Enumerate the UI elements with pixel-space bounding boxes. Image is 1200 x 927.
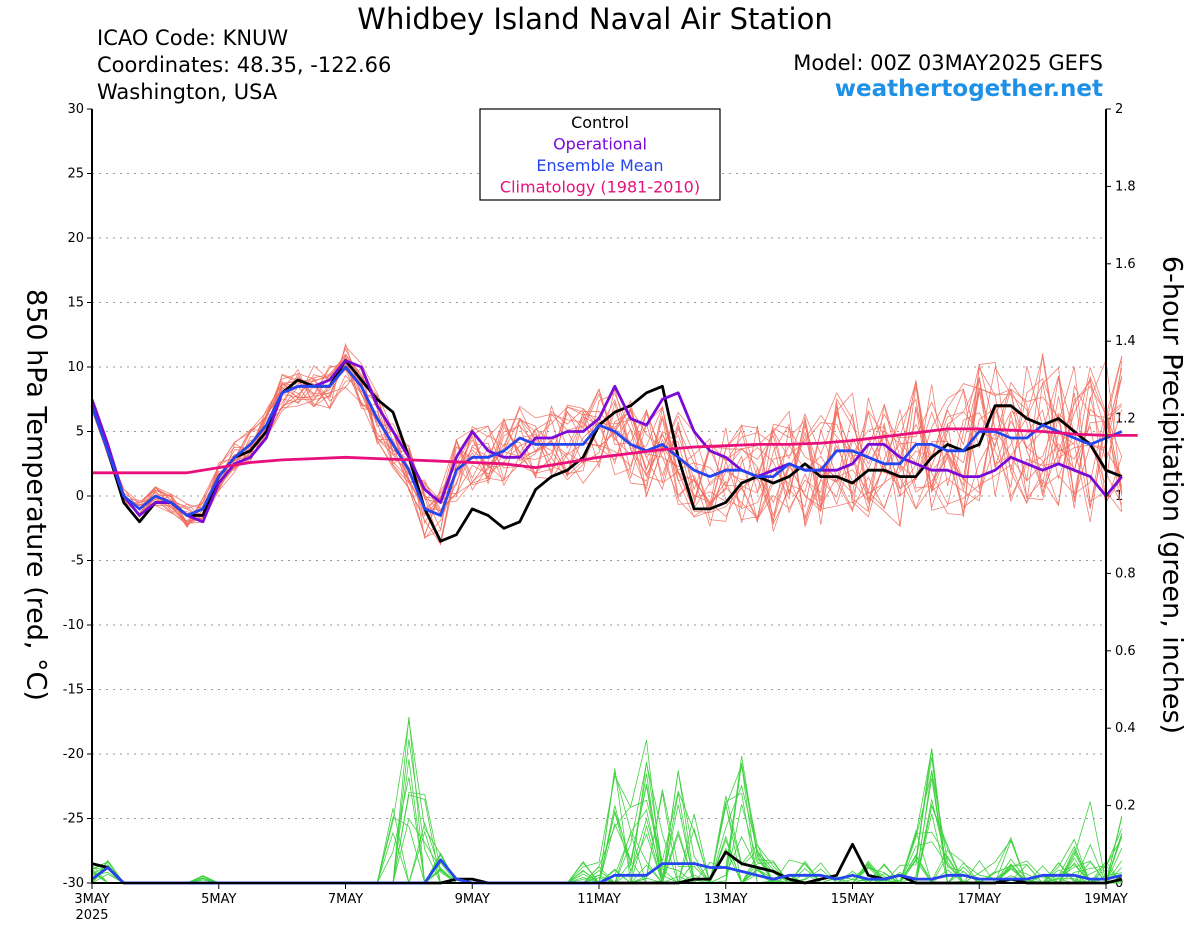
x-tick-label: 9MAY	[455, 892, 490, 907]
operational-temp-line	[90, 359, 1123, 524]
control-temp-line	[90, 359, 1123, 543]
y-tick-label: 20	[67, 231, 84, 246]
legend-entry: Climatology (1981-2010)	[500, 178, 700, 197]
legend-entry: Ensemble Mean	[536, 156, 663, 175]
legend: Control Operational Ensemble Mean Climatolo…	[479, 108, 721, 201]
y-tick-label: 30	[67, 102, 84, 117]
coordinates: Coordinates: 48.35, -122.66	[97, 53, 392, 77]
y-tick-label: 15	[67, 296, 84, 311]
x-tick-label: 3MAY	[74, 892, 109, 907]
temp-member-line	[91, 366, 1123, 537]
region: Washington, USA	[97, 80, 278, 104]
y2-tick-label: 0.6	[1115, 644, 1136, 659]
x-tick-label: 7MAY	[328, 892, 363, 907]
y2-tick-label: 1.8	[1115, 179, 1136, 194]
x-tick-label: 13MAY	[704, 892, 748, 907]
x-tick-label: 11MAY	[577, 892, 621, 907]
y2-tick-label: 0.8	[1115, 566, 1136, 581]
legend-box	[479, 108, 721, 201]
y2-tick-label: 0	[1115, 876, 1123, 891]
y2-tick-label: 1.2	[1115, 412, 1136, 427]
model-run: Model: 00Z 03MAY2025 GEFS	[793, 51, 1103, 75]
temp-member-line	[91, 354, 1123, 528]
x-tick-label: 5MAY	[201, 892, 236, 907]
y-tick-label: -25	[63, 812, 84, 827]
ensemble-mean-temp-line	[90, 365, 1123, 517]
y-tick-label: 0	[76, 489, 84, 504]
y2-tick-label: 1.6	[1115, 257, 1136, 272]
y-tick-label: 5	[76, 425, 84, 440]
x-tick-label: 19MAY	[1084, 892, 1128, 907]
y-tick-label: -30	[63, 876, 84, 891]
temp-member-line	[91, 365, 1123, 525]
x-tick-label: 15MAY	[831, 892, 875, 907]
y2-tick-label: 0.2	[1115, 799, 1136, 814]
site-link[interactable]: weathertogether.net	[834, 76, 1103, 102]
y-tick-label: 10	[67, 360, 84, 375]
y-tick-label: -5	[71, 554, 84, 569]
x-tick-label: 17MAY	[957, 892, 1001, 907]
x-tick-sublabel: 2025	[75, 908, 108, 923]
legend-entry: Control	[571, 113, 629, 132]
y2-tick-label: 2	[1115, 102, 1123, 117]
y-tick-label: -15	[63, 683, 84, 698]
chart-title: Whidbey Island Naval Air Station	[357, 2, 833, 36]
climatology-1981-2010-temp-line	[92, 427, 1138, 475]
temp-member-line	[91, 359, 1123, 528]
y2-tick-label: 1.4	[1115, 334, 1136, 349]
y-tick-label: 25	[67, 167, 84, 182]
legend-entry: Operational	[553, 135, 647, 154]
y2-tick-label: 0.4	[1115, 721, 1136, 736]
y-tick-label: -10	[63, 618, 84, 633]
temp-member-line	[91, 374, 1123, 532]
icao-code: ICAO Code: KNUW	[97, 26, 289, 50]
y-tick-label: -20	[63, 747, 84, 762]
